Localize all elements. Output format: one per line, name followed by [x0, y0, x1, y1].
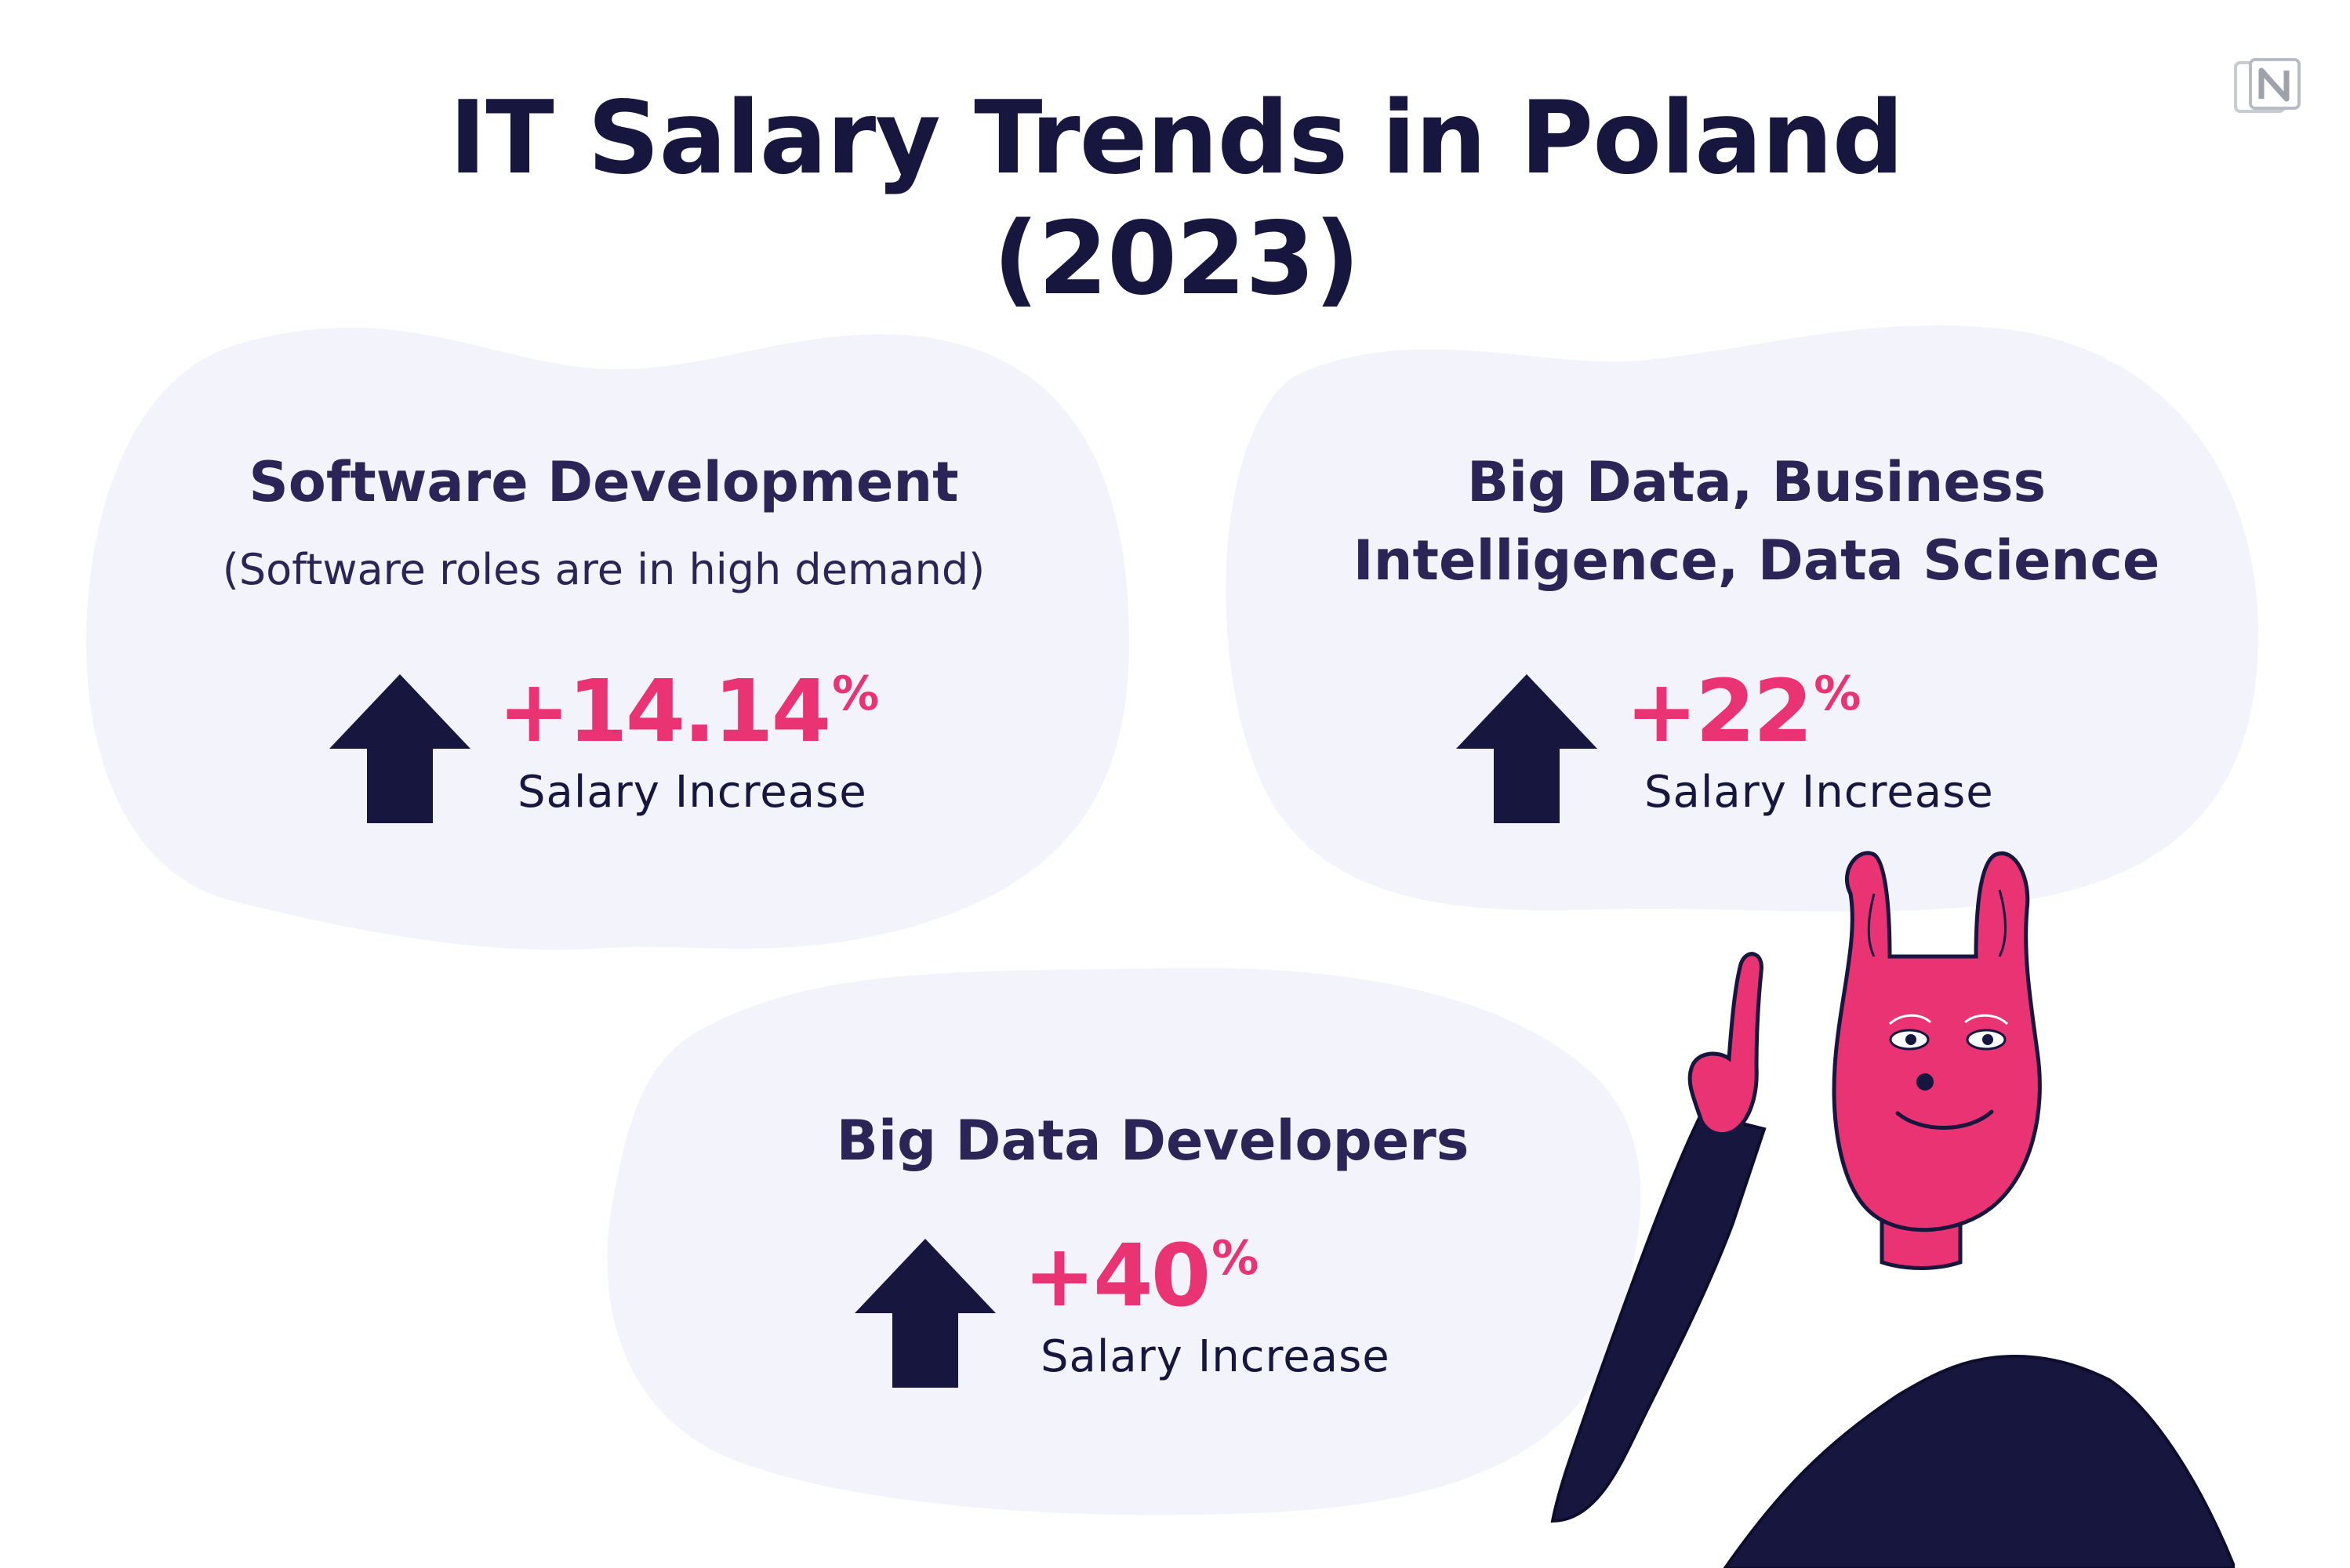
page-title-line-1: IT Salary Trends in Poland	[449, 80, 1904, 197]
card-title-bigdata-bi: Big Data, Business Intelligence, Data Sc…	[1286, 443, 2227, 600]
up-arrow-icon	[329, 674, 470, 823]
card-blob-bigdata-bi	[1226, 325, 2258, 912]
page-title: IT Salary Trends in Poland (2023)	[392, 78, 1960, 320]
salary-increase-label: Salary Increase	[1041, 1331, 1390, 1382]
salary-increase-number: +22	[1625, 661, 1813, 761]
card-title-line-2: Intelligence, Data Science	[1353, 528, 2160, 593]
salary-increase-label: Salary Increase	[518, 767, 867, 818]
percent-sign: %	[1211, 1231, 1259, 1286]
page-title-line-2: (2023)	[993, 201, 1360, 318]
salary-increase-value-bigdata-bi: +22%	[1625, 668, 1861, 754]
up-arrow-icon	[1456, 674, 1597, 823]
salary-increase-number: +40	[1023, 1225, 1211, 1326]
card-title-software-development: Software Development	[249, 450, 959, 514]
card-blob-bigdata-dev	[607, 967, 1641, 1515]
percent-sign: %	[832, 666, 880, 721]
salary-increase-label: Salary Increase	[1644, 767, 1994, 818]
salary-increase-number: +14.14	[498, 661, 831, 761]
brand-logo-icon	[2234, 58, 2301, 113]
card-title-line-1: Big Data, Business	[1466, 450, 2047, 514]
percent-sign: %	[1814, 666, 1861, 721]
salary-increase-value-bigdata-dev: +40%	[1023, 1232, 1259, 1319]
card-title-bigdata-developers: Big Data Developers	[836, 1109, 1469, 1173]
salary-increase-value-software: +14.14%	[498, 668, 879, 754]
pointing-character-illustration	[1550, 851, 2235, 1568]
up-arrow-icon	[855, 1239, 996, 1388]
card-blob-software	[86, 327, 1129, 950]
card-subtitle-software-development: (Software roles are in high demand)	[222, 545, 986, 594]
